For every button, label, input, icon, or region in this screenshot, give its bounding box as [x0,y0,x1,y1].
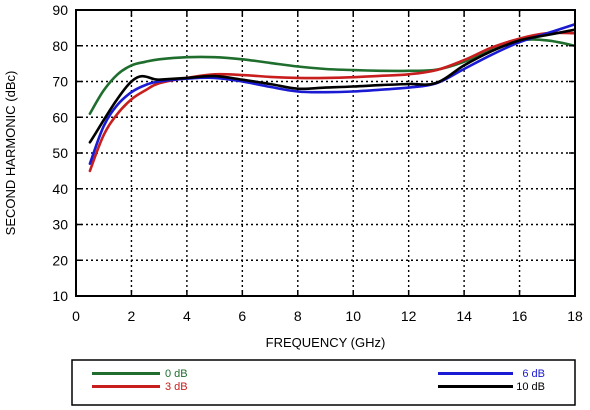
x-tick-label: 12 [401,308,417,324]
series-line-10-db [88,28,575,144]
y-tick-label: 50 [52,145,68,161]
legend-label-10-db: 10 dB [516,381,545,393]
y-axis-title: SECOND HARMONIC (dBc) [3,71,18,236]
x-tick-label: 4 [183,308,191,324]
x-axis-title: FREQUENCY (GHz) [266,335,386,350]
x-tick-label: 8 [294,308,302,324]
y-tick-label: 80 [52,38,68,54]
x-tick-label: 16 [512,308,528,324]
y-tick-label: 40 [52,181,68,197]
x-tick-label: 0 [72,308,80,324]
plot-frame [75,9,576,297]
x-tick-label: 2 [128,308,136,324]
x-tick-label: 14 [456,308,472,324]
legend-label-6-db: 6 dB [522,368,545,380]
y-tick-label: 20 [52,252,68,268]
y-tick-label: 60 [52,109,68,125]
legend-box [71,359,576,406]
y-tick-label: 90 [52,2,68,18]
series-line-3-db [88,31,575,173]
series-line-0-db [88,38,575,115]
legend-label-0-db: 0 dB [165,368,188,380]
y-tick-label: 70 [52,74,68,90]
series-line-6-db [88,23,575,165]
x-tick-label: 10 [345,308,361,324]
legend-label-3-db: 3 dB [165,381,188,393]
y-tick-label: 10 [52,288,68,304]
x-tick-label: 18 [567,308,583,324]
y-tick-label: 30 [52,217,68,233]
x-tick-label: 6 [238,308,246,324]
